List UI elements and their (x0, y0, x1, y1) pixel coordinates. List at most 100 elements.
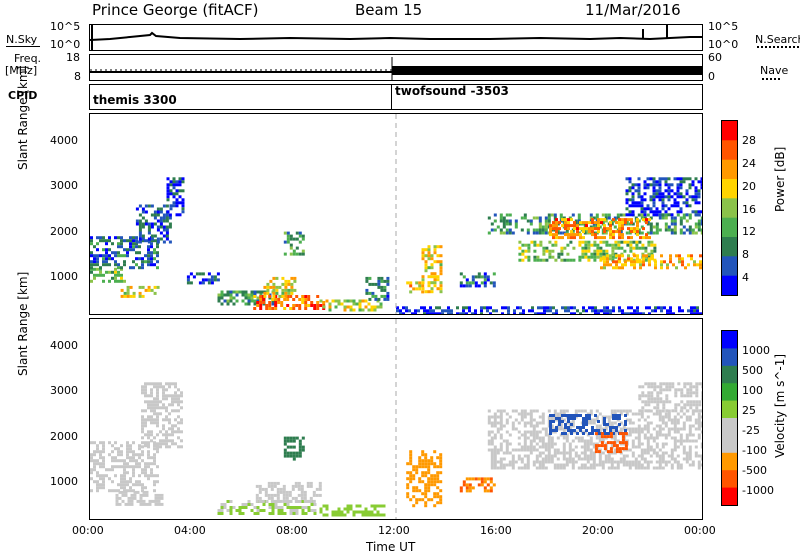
heatmap-cell (153, 257, 156, 261)
heatmap-cell (108, 254, 111, 258)
heatmap-cell (171, 427, 174, 431)
heatmap-cell (133, 493, 137, 497)
heatmap-cell (171, 424, 174, 428)
heatmap-cell (634, 204, 638, 208)
heatmap-cell (583, 454, 587, 458)
heatmap-cell (175, 189, 179, 193)
heatmap-cell (643, 210, 647, 214)
heatmap-cell (631, 412, 635, 416)
heatmap-cell (543, 306, 546, 310)
heatmap-cell (647, 240, 651, 244)
heatmap-cell (532, 433, 536, 437)
heatmap-cell (271, 307, 275, 310)
heatmap-cell (114, 251, 117, 255)
heatmap-cell (550, 213, 554, 217)
heatmap-cell (153, 285, 157, 289)
heatmap-cell (612, 266, 615, 270)
heatmap-cell (574, 445, 578, 449)
heatmap-cell (178, 213, 182, 217)
heatmap-cell (289, 512, 293, 515)
heatmap-cell (632, 252, 636, 256)
heatmap-cell (367, 302, 371, 306)
heatmap-cell (630, 263, 633, 267)
heatmap-cell (96, 236, 99, 240)
heatmap-cell (614, 252, 618, 256)
heatmap-cell (609, 221, 612, 225)
heatmap-cell (141, 239, 144, 243)
heatmap-cell (607, 457, 611, 461)
heatmap-cell (132, 245, 135, 249)
heatmap-cell (627, 254, 630, 258)
heatmap-cell (627, 312, 630, 314)
heatmap-cell (648, 257, 651, 261)
heatmap-cell (96, 459, 99, 463)
heatmap-cell (674, 403, 678, 407)
heatmap-cell (700, 219, 702, 223)
heatmap-cell (259, 304, 263, 307)
heatmap-cell (241, 293, 245, 297)
heatmap-cell (673, 418, 677, 422)
heatmap-cell (346, 507, 350, 511)
heatmap-cell (462, 306, 465, 310)
heatmap-cell (373, 305, 377, 309)
heatmap-cell (574, 436, 578, 440)
heatmap-cell (132, 465, 135, 469)
heatmap-cell (306, 499, 310, 503)
heatmap-cell (144, 424, 147, 428)
heatmap-cell (286, 451, 290, 455)
station-title: Prince George (fitACF) (92, 1, 259, 19)
heatmap-cell (621, 218, 624, 222)
heatmap-cell (318, 487, 322, 491)
heatmap-cell (142, 499, 146, 503)
colorbar-segment (722, 217, 737, 238)
heatmap-cell (421, 471, 425, 475)
heatmap-cell (630, 260, 633, 264)
heatmap-cell (664, 189, 668, 193)
heatmap-cell (673, 421, 677, 425)
heatmap-cell (688, 186, 692, 190)
heatmap-cell (664, 195, 668, 199)
heatmap-cell (487, 415, 491, 419)
heatmap-cell (517, 457, 521, 461)
heatmap-cell (253, 302, 257, 306)
heatmap-cell (655, 192, 659, 196)
heatmap-cell (592, 457, 596, 461)
heatmap-cell (645, 233, 648, 237)
heatmap-cell (535, 231, 539, 235)
nsearch-label: N.Search (755, 33, 800, 46)
colorbar-segment (722, 383, 737, 402)
heatmap-cell (624, 420, 627, 423)
heatmap-cell (253, 290, 257, 294)
heatmap-cell (159, 382, 162, 386)
heatmap-cell (541, 436, 545, 440)
heatmap-cell (132, 294, 136, 298)
heatmap-cell (229, 296, 233, 300)
heatmap-cell (646, 177, 650, 181)
colorbar-tick-label: 1000 (742, 344, 770, 357)
heatmap-cell (306, 481, 310, 485)
heatmap-cell (153, 483, 156, 487)
heatmap-cell (585, 309, 588, 313)
heatmap-cell (160, 496, 164, 500)
heatmap-cell (593, 240, 597, 244)
heatmap-cell (499, 433, 503, 437)
heatmap-cell (280, 512, 284, 515)
heatmap-cell (583, 457, 587, 461)
heatmap-cell (505, 219, 509, 223)
heatmap-cell (613, 225, 617, 229)
heatmap-cell (664, 463, 668, 467)
heatmap-cell (603, 227, 606, 231)
heatmap-cell (633, 266, 636, 270)
heatmap-cell (685, 201, 689, 205)
heatmap-cell (595, 213, 599, 217)
heatmap-cell (142, 490, 146, 494)
heatmap-cell (589, 463, 593, 467)
colorbar-tick-label: -25 (742, 424, 760, 437)
heatmap-cell (529, 219, 533, 223)
heatmap-cell (621, 221, 624, 225)
heatmap-cell (505, 222, 509, 226)
heatmap-cell (637, 204, 641, 208)
heatmap-cell (114, 459, 117, 463)
heatmap-cell (502, 231, 506, 235)
heatmap-cell (640, 448, 644, 452)
